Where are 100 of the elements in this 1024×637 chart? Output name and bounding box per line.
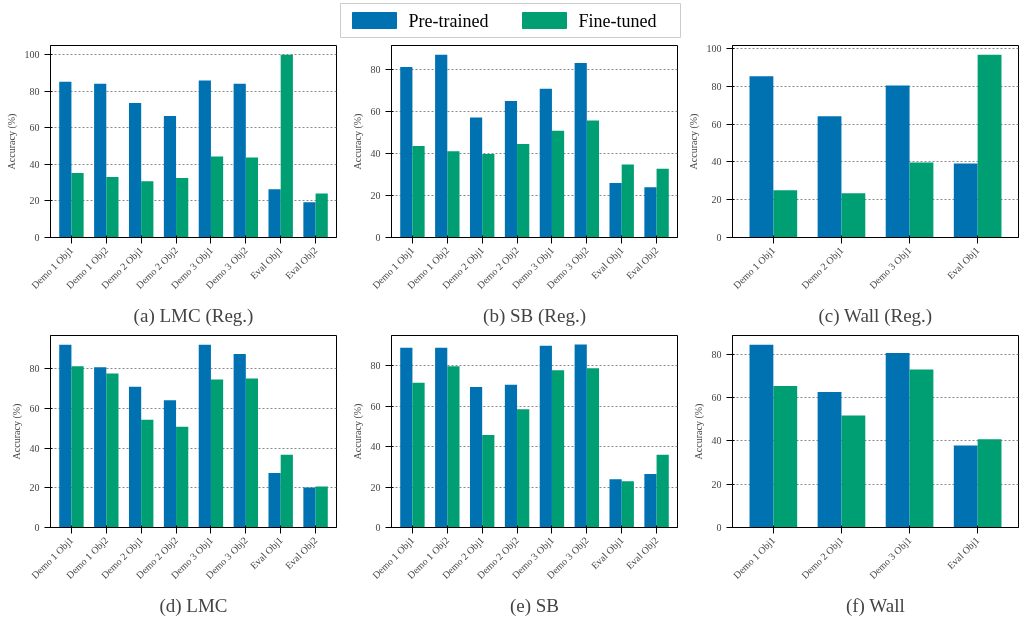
bar bbox=[469, 117, 483, 238]
bar bbox=[909, 162, 934, 238]
bar bbox=[280, 454, 293, 528]
bar bbox=[447, 151, 460, 238]
bar bbox=[59, 81, 72, 238]
bar bbox=[94, 83, 107, 238]
y-tick-label: 40 bbox=[370, 441, 381, 453]
y-tick-label: 20 bbox=[29, 195, 40, 207]
bar bbox=[644, 187, 657, 238]
legend-label: Fine-tuned bbox=[578, 10, 657, 31]
bar bbox=[551, 130, 565, 238]
bar bbox=[749, 344, 774, 528]
y-tick-label: 40 bbox=[711, 156, 722, 168]
y-tick-label: 80 bbox=[711, 348, 722, 360]
y-tick-label: 80 bbox=[370, 360, 381, 372]
bar bbox=[71, 366, 84, 528]
bar bbox=[315, 486, 328, 528]
y-tick-label: 60 bbox=[711, 118, 722, 130]
bar bbox=[841, 193, 866, 238]
y-tick-label: 20 bbox=[29, 482, 40, 494]
y-tick-label: 60 bbox=[370, 106, 381, 118]
bar bbox=[909, 369, 934, 528]
bar bbox=[773, 190, 798, 238]
bar bbox=[504, 101, 518, 238]
bar bbox=[210, 156, 224, 238]
y-axis-title: Accuracy (%) bbox=[10, 403, 23, 460]
bar bbox=[412, 382, 425, 528]
bar bbox=[163, 400, 177, 528]
bar bbox=[749, 76, 774, 238]
text: (e) SB bbox=[509, 594, 560, 617]
bar bbox=[977, 54, 1002, 238]
bar bbox=[885, 85, 910, 238]
bar bbox=[609, 183, 622, 238]
text: (f) Wall bbox=[845, 594, 905, 617]
y-tick-label: 60 bbox=[711, 392, 722, 404]
bar bbox=[128, 386, 142, 528]
bar bbox=[621, 164, 634, 238]
y-tick-label: 80 bbox=[29, 85, 40, 97]
bar bbox=[400, 347, 413, 528]
bar bbox=[817, 116, 842, 238]
bar bbox=[574, 344, 587, 528]
y-tick-label: 60 bbox=[370, 400, 381, 412]
text: (a) LMC (Reg.) bbox=[133, 304, 254, 327]
text: (b) SB (Reg.) bbox=[483, 304, 586, 327]
bar bbox=[303, 487, 316, 528]
y-tick-label: 0 bbox=[716, 232, 722, 243]
bar bbox=[482, 435, 495, 528]
bar bbox=[59, 344, 72, 528]
bar bbox=[176, 426, 189, 528]
bar bbox=[885, 353, 910, 528]
bar bbox=[435, 54, 448, 238]
y-tick-label: 40 bbox=[711, 435, 722, 447]
y-tick-label: 0 bbox=[34, 232, 40, 243]
y-axis-title: Accuracy (%) bbox=[5, 113, 18, 170]
y-tick-label: 0 bbox=[375, 522, 381, 533]
bar bbox=[621, 481, 634, 528]
bar bbox=[94, 367, 107, 528]
bar bbox=[656, 454, 669, 528]
bar bbox=[233, 83, 246, 238]
bar bbox=[517, 144, 530, 238]
y-tick-label: 100 bbox=[24, 49, 40, 61]
bar bbox=[71, 172, 84, 238]
y-tick-label: 40 bbox=[370, 148, 381, 160]
bar bbox=[198, 344, 211, 528]
bar bbox=[482, 154, 495, 238]
bar bbox=[141, 419, 154, 528]
bar bbox=[106, 373, 119, 528]
y-tick-label: 20 bbox=[711, 194, 722, 206]
bar bbox=[280, 54, 293, 238]
bar bbox=[163, 116, 177, 238]
bar bbox=[517, 409, 530, 528]
y-tick-label: 20 bbox=[370, 481, 381, 493]
bar bbox=[656, 168, 669, 238]
y-tick-label: 60 bbox=[29, 122, 40, 134]
bar bbox=[435, 347, 448, 528]
y-axis-title: Accuracy (%) bbox=[692, 403, 705, 460]
text: (c) Wall (Reg.) bbox=[818, 304, 933, 327]
y-tick-label: 60 bbox=[29, 402, 40, 414]
y-tick-label: 40 bbox=[29, 158, 40, 170]
bar bbox=[245, 157, 259, 238]
bar bbox=[210, 379, 224, 528]
bar bbox=[586, 120, 600, 238]
bar bbox=[841, 415, 866, 528]
bar bbox=[447, 366, 460, 528]
y-tick-label: 40 bbox=[29, 442, 40, 454]
bar bbox=[504, 384, 518, 528]
bar bbox=[773, 385, 798, 528]
bar bbox=[644, 474, 657, 528]
y-axis-title: Accuracy (%) bbox=[687, 113, 700, 170]
y-tick-label: 100 bbox=[706, 43, 722, 55]
y-tick-label: 0 bbox=[34, 522, 40, 533]
y-tick-label: 20 bbox=[711, 478, 722, 490]
bar bbox=[106, 176, 119, 238]
bar bbox=[233, 353, 246, 528]
legend-label: Pre-trained bbox=[408, 10, 489, 31]
bar bbox=[400, 67, 413, 238]
bar bbox=[817, 392, 842, 528]
bar bbox=[315, 193, 328, 238]
bar bbox=[539, 88, 552, 238]
bar bbox=[609, 479, 622, 528]
